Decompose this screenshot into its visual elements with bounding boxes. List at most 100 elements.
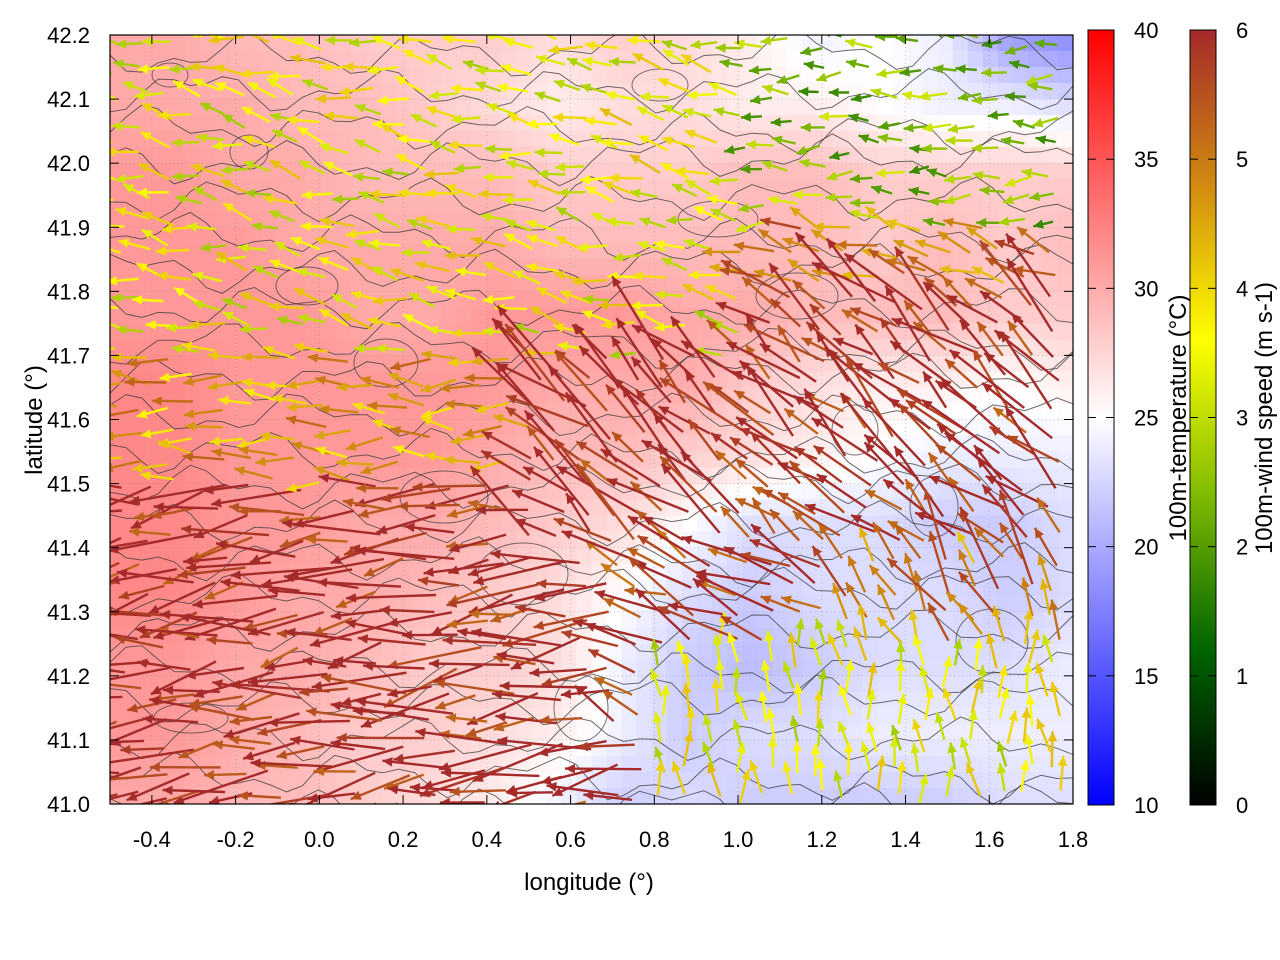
- temperature-cell: [1027, 403, 1044, 421]
- temperature-cell: [877, 211, 894, 228]
- temperature-cell: [561, 659, 578, 677]
- temperature-cell: [185, 227, 201, 244]
- temperature-cell: [185, 147, 201, 164]
- temperature-cell: [802, 531, 818, 549]
- temperature-cell: [772, 643, 788, 661]
- temperature-cell: [245, 115, 262, 132]
- temperature-cell: [380, 323, 397, 340]
- temperature-cell: [982, 227, 999, 244]
- temperature-cell: [1057, 435, 1073, 453]
- temperature-cell: [486, 131, 502, 148]
- temperature-cell: [817, 99, 833, 116]
- temperature-cell: [711, 163, 728, 180]
- wind-arrow-head: [91, 86, 102, 95]
- temperature-cell: [471, 131, 487, 148]
- temperature-cell: [636, 291, 653, 308]
- temperature-cell: [696, 147, 713, 164]
- temperature-cell: [997, 275, 1014, 292]
- temperature-cell: [757, 195, 773, 212]
- temperature-cell: [110, 211, 126, 228]
- temperature-cell: [952, 179, 969, 196]
- temperature-cell: [711, 147, 728, 164]
- temperature-cell: [757, 99, 773, 116]
- temperature-cell: [200, 387, 216, 405]
- temperature-cell: [862, 579, 878, 597]
- temperature-cell: [832, 131, 848, 148]
- wind-arrow-shaft: [110, 456, 122, 460]
- temperature-cell: [245, 419, 262, 437]
- temperature-cell: [516, 227, 532, 244]
- wind-arrow-head: [83, 438, 94, 447]
- temperature-cell: [1027, 755, 1044, 773]
- temperature-cell: [817, 787, 833, 804]
- temperature-cell: [681, 307, 698, 324]
- temperature-cell: [877, 51, 894, 68]
- wind-arrow-head: [424, 25, 435, 34]
- temperature-cell: [320, 387, 337, 405]
- temperature-cell: [215, 467, 231, 485]
- temperature-cell: [832, 259, 848, 276]
- temperature-cell: [1027, 787, 1044, 804]
- temperature-cell: [110, 227, 126, 244]
- temperature-cell: [696, 771, 713, 789]
- temperature-cell: [982, 179, 999, 196]
- temperature-cell: [185, 243, 201, 260]
- temperature-cell: [200, 35, 216, 52]
- temperature-cell: [696, 627, 713, 645]
- temperature-cell: [576, 99, 593, 116]
- temperature-cell: [952, 787, 969, 804]
- temperature-cell: [802, 291, 818, 308]
- temperature-cell: [410, 227, 427, 244]
- temperature-cell: [726, 83, 743, 100]
- temperature-cell: [110, 755, 126, 773]
- temperature-cell: [305, 547, 322, 565]
- temperature-cell: [245, 659, 262, 677]
- temperature-cell: [230, 403, 247, 421]
- temperature-cell: [170, 227, 186, 244]
- temperature-cell: [862, 227, 878, 244]
- temperature-cell: [621, 323, 638, 340]
- temperature-cell: [1057, 707, 1073, 725]
- temperature-cell: [772, 627, 788, 645]
- temperature-cell: [982, 755, 999, 773]
- temperature-cell: [546, 147, 563, 164]
- temperature-cell: [787, 243, 803, 260]
- temperature-cell: [1057, 659, 1073, 677]
- temperature-cell: [531, 147, 547, 164]
- temperature-cell: [125, 163, 141, 180]
- temperature-cell: [591, 515, 608, 533]
- temperature-cell: [395, 579, 412, 597]
- temperature-cell: [471, 307, 487, 324]
- temperature-cell: [1042, 83, 1059, 100]
- temperature-cell: [787, 163, 803, 180]
- temperature-cell: [997, 291, 1014, 308]
- temperature-cell: [546, 595, 563, 613]
- temperature-cell: [230, 99, 247, 116]
- temperature-cell: [290, 179, 307, 196]
- temperature-cell: [802, 707, 818, 725]
- temperature-cell: [787, 67, 803, 84]
- temperature-cell: [170, 259, 186, 276]
- temperature-cell: [350, 275, 367, 292]
- temperature-cell: [441, 307, 457, 324]
- temperature-cell: [847, 675, 863, 693]
- temperature-cell: [666, 147, 683, 164]
- temperature-cell: [1057, 723, 1073, 741]
- temperature-cell: [847, 67, 863, 84]
- temperature-cell: [155, 35, 171, 52]
- temperature-cell: [441, 67, 457, 84]
- temperature-cell: [140, 547, 156, 565]
- temperature-cell: [937, 99, 954, 116]
- temperature-cell: [275, 355, 292, 373]
- temperature-cell: [471, 195, 487, 212]
- temperature-cell: [666, 67, 683, 84]
- temperature-cell: [1027, 131, 1044, 148]
- temperature-cell: [215, 51, 231, 68]
- temperature-cell: [651, 179, 668, 196]
- temperature-cell: [395, 451, 412, 469]
- temperature-cell: [471, 259, 487, 276]
- temperature-cell: [621, 419, 638, 437]
- temperature-cell: [290, 451, 307, 469]
- temperature-cell: [305, 387, 322, 405]
- temperature-cell: [892, 51, 909, 68]
